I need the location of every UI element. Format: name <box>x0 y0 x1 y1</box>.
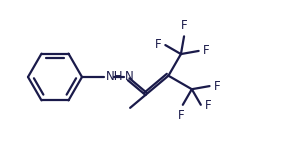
Text: F: F <box>181 19 187 32</box>
Text: F: F <box>205 99 211 112</box>
Text: N: N <box>125 69 134 83</box>
Text: F: F <box>214 80 220 93</box>
Text: F: F <box>178 109 184 122</box>
Text: F: F <box>203 45 209 57</box>
Text: NH: NH <box>106 69 124 83</box>
Text: F: F <box>155 38 161 51</box>
